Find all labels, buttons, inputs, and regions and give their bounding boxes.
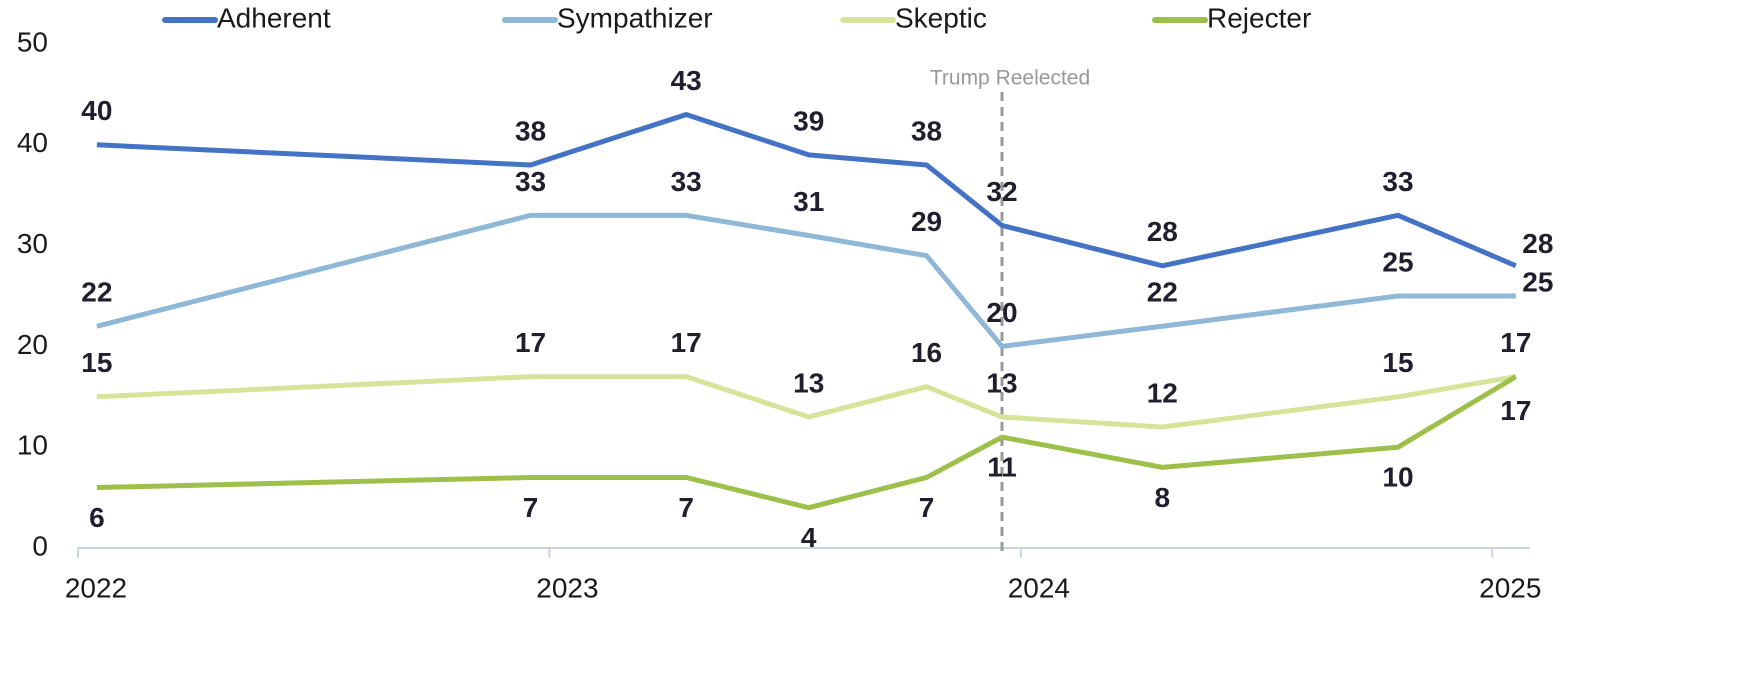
data-label: 28 xyxy=(1147,216,1178,247)
data-label: 33 xyxy=(1382,166,1413,197)
data-label: 17 xyxy=(1500,327,1531,358)
data-label: 17 xyxy=(515,327,546,358)
x-tick-label: 2024 xyxy=(1008,572,1070,603)
y-tick-label: 30 xyxy=(17,228,48,259)
data-label: 10 xyxy=(1382,462,1413,493)
legend-label: Adherent xyxy=(217,2,331,33)
series-line xyxy=(96,374,1517,430)
data-label: 25 xyxy=(1522,266,1553,297)
series-line xyxy=(96,374,1518,511)
data-label: 31 xyxy=(793,186,824,217)
x-tick-label: 2023 xyxy=(536,572,598,603)
data-label: 32 xyxy=(986,176,1017,207)
x-tick-label: 2025 xyxy=(1479,572,1541,603)
data-label: 38 xyxy=(515,115,546,146)
data-label: 15 xyxy=(81,347,112,378)
data-label: 25 xyxy=(1382,246,1413,277)
series-line xyxy=(96,212,1516,349)
data-label: 33 xyxy=(515,166,546,197)
data-label: 43 xyxy=(671,65,702,96)
annotation-text: Trump Reelected xyxy=(930,67,1090,90)
data-label: 22 xyxy=(1147,277,1178,308)
data-label: 22 xyxy=(81,277,112,308)
data-label: 6 xyxy=(89,502,105,533)
data-label: 17 xyxy=(1500,395,1531,426)
data-label: 13 xyxy=(793,367,824,398)
data-label: 38 xyxy=(911,115,942,146)
data-label: 7 xyxy=(678,492,694,523)
x-tick-label: 2022 xyxy=(65,572,127,603)
data-label: 17 xyxy=(671,327,702,358)
data-label: 29 xyxy=(911,206,942,237)
y-tick-label: 10 xyxy=(17,430,48,461)
data-label: 20 xyxy=(986,297,1017,328)
y-tick-label: 0 xyxy=(32,530,48,561)
y-tick-label: 50 xyxy=(17,26,48,57)
data-label: 13 xyxy=(986,367,1017,398)
y-tick-label: 40 xyxy=(17,127,48,158)
data-label: 39 xyxy=(793,105,824,136)
data-label: 11 xyxy=(987,452,1017,483)
data-label: 33 xyxy=(671,166,702,197)
y-tick-label: 20 xyxy=(17,329,48,360)
series-line xyxy=(96,112,1517,269)
legend-label: Sympathizer xyxy=(557,2,713,33)
data-label: 4 xyxy=(801,522,817,553)
legend-label: Rejecter xyxy=(1207,2,1311,33)
data-label: 40 xyxy=(81,95,112,126)
data-label: 16 xyxy=(911,337,942,368)
data-label: 7 xyxy=(919,492,935,523)
legend-label: Skeptic xyxy=(895,2,987,33)
data-label: 15 xyxy=(1382,347,1413,378)
data-label: 7 xyxy=(523,492,539,523)
data-label: 12 xyxy=(1147,377,1178,408)
data-label: 28 xyxy=(1522,228,1553,259)
data-label: 8 xyxy=(1154,482,1170,513)
